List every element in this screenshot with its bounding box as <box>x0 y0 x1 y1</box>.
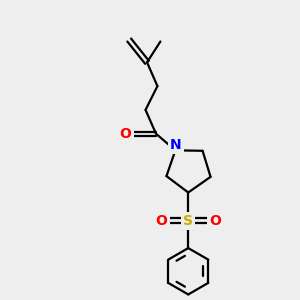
Text: O: O <box>155 214 167 228</box>
Text: O: O <box>209 214 221 228</box>
Text: N: N <box>170 138 182 152</box>
Text: O: O <box>120 127 132 141</box>
Text: S: S <box>183 214 193 228</box>
